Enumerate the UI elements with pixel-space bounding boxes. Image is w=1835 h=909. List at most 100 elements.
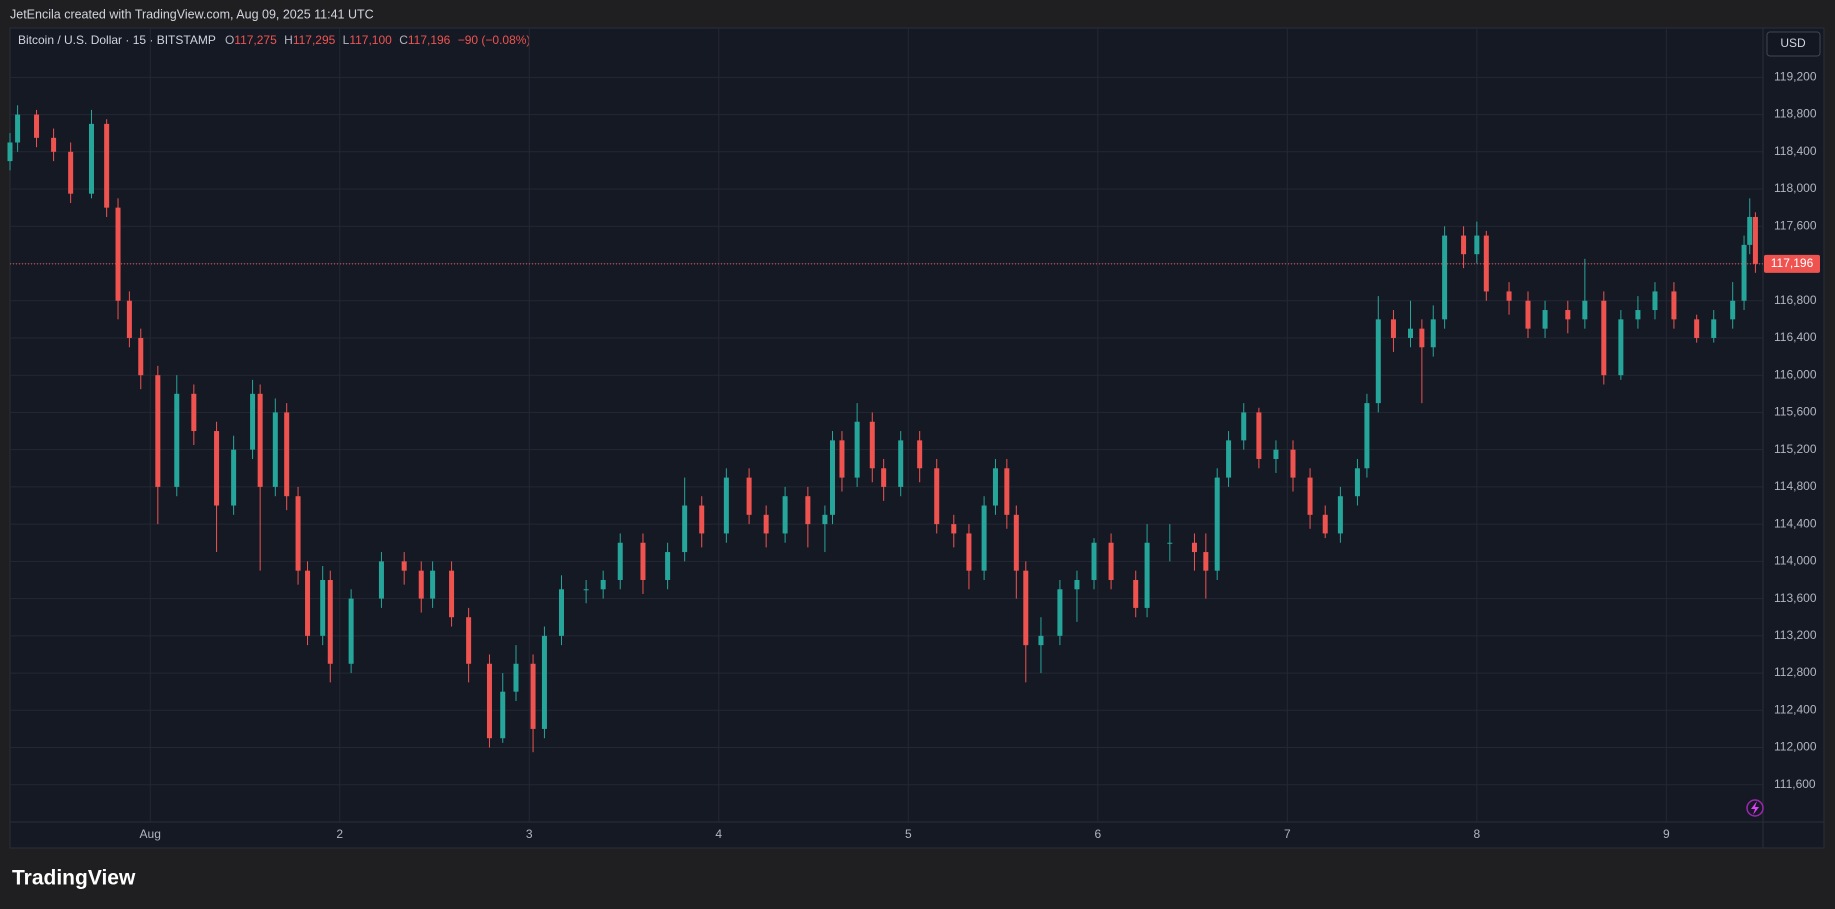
candle-body	[558, 589, 564, 636]
candle-body	[320, 579, 326, 636]
candle-body	[104, 123, 110, 208]
y-tick-label: 113,600	[1774, 591, 1817, 605]
candle-body	[822, 514, 828, 525]
legend-open: 117,275	[234, 33, 277, 47]
candle-body	[617, 542, 623, 580]
candle-body	[1091, 542, 1097, 580]
candle-body	[1747, 216, 1753, 245]
y-tick-label: 116,800	[1774, 293, 1817, 307]
candle-body	[138, 337, 144, 376]
x-tick-label: Aug	[140, 827, 161, 841]
y-tick-label: 114,800	[1774, 479, 1817, 493]
price-label-box	[1764, 254, 1820, 273]
candle-body	[1057, 589, 1063, 636]
legend-low: 117,100	[349, 33, 392, 47]
y-tick-label: 113,200	[1774, 628, 1817, 642]
candle-body	[295, 496, 301, 571]
candle-body	[305, 570, 311, 636]
candle-body	[1741, 244, 1747, 301]
candle-body	[257, 393, 263, 487]
candle-body	[378, 561, 384, 599]
candle-body	[1133, 579, 1139, 608]
candle-body	[829, 440, 835, 515]
y-tick-label: 118,000	[1774, 181, 1817, 195]
candle-body	[640, 542, 646, 580]
candle-body	[854, 421, 860, 478]
legend-high: 117,295	[293, 33, 336, 47]
candle-body	[1013, 514, 1019, 571]
y-tick-label: 112,400	[1774, 702, 1817, 716]
candle-body	[1307, 477, 1313, 515]
candle-body	[1730, 300, 1736, 320]
y-tick-label: 115,600	[1774, 405, 1817, 419]
candle-body	[1004, 468, 1010, 515]
candle-body	[1354, 468, 1360, 497]
y-tick-label: 114,000	[1774, 554, 1817, 568]
x-tick-label: 9	[1663, 827, 1670, 841]
candle-body	[1430, 319, 1436, 348]
candle-body	[1108, 542, 1114, 580]
candle-body	[1337, 496, 1343, 534]
candle-body	[746, 477, 752, 515]
legend-symbol: Bitcoin / U.S. Dollar · 15 · BITSTAMP	[18, 33, 216, 47]
candle-body	[682, 505, 688, 553]
candle-body	[1582, 300, 1588, 320]
candle-body	[1226, 440, 1232, 478]
candle-body	[1442, 235, 1448, 320]
candle-body	[51, 137, 57, 152]
candle-body	[1694, 319, 1700, 338]
candle-body	[1074, 579, 1080, 590]
legend-open-label: O	[225, 33, 234, 47]
currency[interactable]: USD	[1780, 36, 1806, 50]
candle-body	[1364, 403, 1370, 469]
y-tick-label: 117,600	[1774, 218, 1817, 232]
candle-body	[126, 300, 132, 338]
y-tick-label: 116,400	[1774, 330, 1817, 344]
candle-body	[1635, 310, 1641, 320]
candle-body	[1542, 310, 1548, 329]
candle-body	[1474, 235, 1480, 255]
currency-button[interactable]	[1766, 31, 1821, 57]
candle-body	[1390, 319, 1396, 338]
candle-body	[430, 570, 436, 599]
candle-body	[665, 552, 671, 580]
candle-body	[1256, 412, 1262, 459]
candle-body	[881, 468, 887, 487]
candle-body	[869, 421, 875, 469]
y-tick-label: 119,200	[1774, 70, 1817, 84]
candle-body	[1711, 319, 1717, 338]
candle-body	[88, 123, 94, 194]
candle-body	[1419, 328, 1425, 348]
candle-body	[486, 663, 492, 739]
candle-body	[34, 114, 40, 138]
candle-body	[1671, 291, 1677, 320]
candle-body	[1214, 477, 1220, 571]
candle-body	[231, 449, 237, 506]
candle-body	[1752, 216, 1758, 264]
candle-body	[327, 579, 333, 664]
brand: TradingView	[12, 867, 136, 890]
candle-body	[723, 477, 729, 534]
y-tick-label: 118,400	[1774, 144, 1817, 158]
candle-body	[600, 579, 606, 590]
candle-body	[541, 635, 547, 729]
candle-body	[1506, 291, 1512, 301]
candle-body	[839, 440, 845, 478]
candle-body	[898, 440, 904, 487]
y-tick-label: 112,800	[1774, 665, 1817, 679]
candle-body	[583, 589, 589, 591]
credit: JetEncila created with TradingView.com, …	[10, 7, 374, 21]
x-tick-label: 5	[905, 827, 912, 841]
x-tick-label: 4	[715, 827, 722, 841]
candle-body	[1038, 635, 1044, 646]
chart-frame	[9, 27, 1825, 849]
legend-close: 117,196	[408, 33, 451, 47]
lightning-icon	[1746, 799, 1764, 817]
candle-body	[191, 393, 197, 432]
candle-body	[1273, 449, 1279, 459]
candle-body	[68, 151, 74, 194]
y-tick-label: 118,800	[1774, 107, 1817, 121]
candle-body	[1191, 542, 1197, 553]
candle-body	[934, 468, 940, 525]
